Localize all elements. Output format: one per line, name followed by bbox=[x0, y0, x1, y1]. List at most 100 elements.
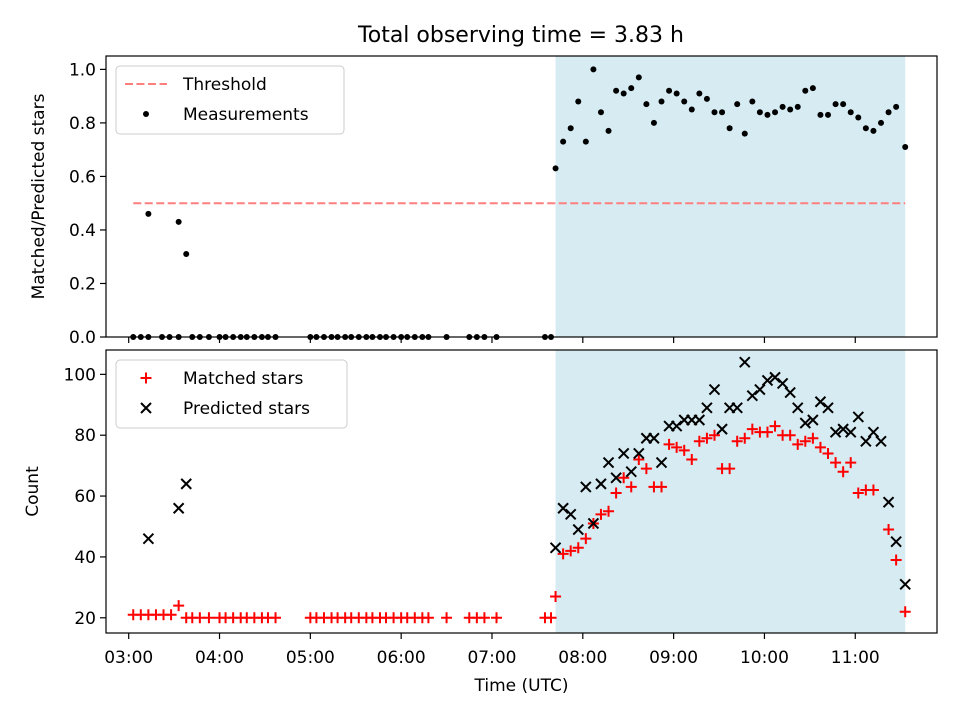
predicted-point bbox=[693, 414, 706, 426]
y-tick-label: 0.8 bbox=[69, 114, 96, 134]
y-axis-label: Matched/Predicted stars bbox=[29, 93, 49, 299]
predicted-point bbox=[746, 389, 759, 402]
predicted-point bbox=[761, 374, 774, 387]
predicted-point bbox=[807, 414, 819, 426]
y-tick-label: 0.6 bbox=[69, 167, 96, 187]
matched-point bbox=[270, 612, 282, 624]
predicted-point bbox=[655, 456, 668, 469]
matched-point bbox=[603, 505, 615, 517]
predicted-point bbox=[595, 478, 607, 490]
matched-point bbox=[739, 432, 751, 444]
measurement-point bbox=[582, 138, 589, 145]
x-tick-label: 08:00 bbox=[558, 648, 607, 668]
measurement-point bbox=[560, 138, 567, 145]
predicted-point bbox=[769, 371, 781, 384]
measurement-point bbox=[666, 87, 673, 94]
y-tick-label: 40 bbox=[74, 548, 96, 568]
matched-point bbox=[686, 454, 698, 466]
predicted-point bbox=[899, 578, 911, 591]
legend-predicted-swatch bbox=[140, 402, 152, 414]
measurement-point bbox=[175, 218, 182, 225]
matched-point bbox=[807, 432, 819, 444]
predicted-point bbox=[708, 383, 721, 396]
matched-point bbox=[557, 548, 569, 560]
measurement-point bbox=[855, 114, 862, 121]
matched-point bbox=[580, 533, 592, 545]
measurement-point bbox=[183, 251, 190, 258]
measurement-point bbox=[802, 87, 809, 94]
legend-measurements-swatch bbox=[143, 111, 149, 117]
measurement-point bbox=[620, 90, 627, 97]
measurement-point bbox=[658, 98, 665, 105]
measurement-point bbox=[719, 109, 726, 116]
matched-point bbox=[899, 606, 911, 618]
x-tick-label: 11:00 bbox=[831, 648, 880, 668]
bottom-panel: 20 40 60 80 100 03:00 04:00 05:00 06:00 07:00 08:0… bbox=[23, 349, 938, 696]
measurement-point bbox=[628, 85, 635, 92]
y-tick-label: 100 bbox=[64, 365, 96, 385]
predicted-point bbox=[172, 502, 185, 514]
matched-point bbox=[678, 444, 690, 456]
matched-point bbox=[784, 429, 796, 441]
predicted-point bbox=[617, 447, 630, 460]
matched-point bbox=[565, 545, 577, 557]
measurement-point bbox=[832, 101, 839, 108]
predicted-point bbox=[580, 481, 592, 493]
measurement-point bbox=[877, 119, 884, 126]
measurement-point bbox=[552, 165, 559, 172]
y-tick-label: 0.0 bbox=[69, 328, 96, 348]
top-panel: 0.0 0.2 0.4 0.6 0.8 1.0 Matched/Predicted star… bbox=[29, 55, 938, 348]
measurement-point bbox=[703, 95, 710, 102]
predicted-point bbox=[610, 472, 622, 484]
matched-point bbox=[671, 441, 683, 453]
matched-point bbox=[618, 472, 630, 484]
measurement-point bbox=[902, 143, 909, 150]
matched-point bbox=[422, 612, 434, 624]
x-tick-label: 06:00 bbox=[377, 648, 426, 668]
y-tick-label: 0.2 bbox=[69, 274, 96, 294]
matched-point bbox=[845, 457, 857, 469]
measurement-point bbox=[893, 103, 900, 110]
measurement-point bbox=[605, 127, 612, 134]
matched-point bbox=[799, 435, 811, 447]
predicted-point bbox=[845, 426, 857, 438]
predicted-point bbox=[875, 435, 887, 447]
predicted-point bbox=[716, 423, 728, 435]
matched-point bbox=[769, 420, 781, 432]
predicted-point bbox=[860, 435, 872, 447]
matched-point bbox=[761, 426, 773, 438]
predicted-point bbox=[822, 402, 834, 414]
measurement-point bbox=[764, 111, 771, 118]
measurement-point bbox=[741, 130, 748, 137]
matched-point bbox=[724, 463, 736, 475]
predicted-point bbox=[670, 420, 683, 432]
matched-point bbox=[610, 487, 622, 499]
matched-point bbox=[792, 438, 804, 450]
measurement-point bbox=[870, 127, 877, 134]
legend-matched-swatch bbox=[140, 372, 152, 384]
predicted-point bbox=[180, 478, 192, 490]
measurement-point bbox=[787, 106, 794, 113]
predicted-point bbox=[549, 542, 562, 554]
measurement-point bbox=[575, 98, 582, 105]
measurement-point bbox=[825, 111, 832, 118]
matched-point bbox=[708, 429, 720, 441]
axes-frame bbox=[105, 349, 938, 634]
axes-frame bbox=[105, 55, 938, 338]
measurement-point bbox=[567, 125, 574, 132]
x-tick-label: 10:00 bbox=[740, 648, 789, 668]
matched-point bbox=[867, 484, 879, 496]
legend-label: Matched stars bbox=[183, 369, 303, 389]
matched-point bbox=[746, 423, 758, 435]
matched-point bbox=[701, 432, 713, 444]
matched-point bbox=[441, 612, 453, 624]
y-tick-label: 60 bbox=[74, 487, 96, 507]
predicted-point bbox=[701, 402, 713, 414]
matched-point bbox=[822, 447, 834, 459]
measurement-point bbox=[688, 106, 695, 113]
measurement-point bbox=[772, 109, 779, 116]
measurement-point bbox=[756, 109, 763, 116]
matched-point bbox=[173, 600, 185, 612]
predicted-point bbox=[776, 377, 789, 390]
